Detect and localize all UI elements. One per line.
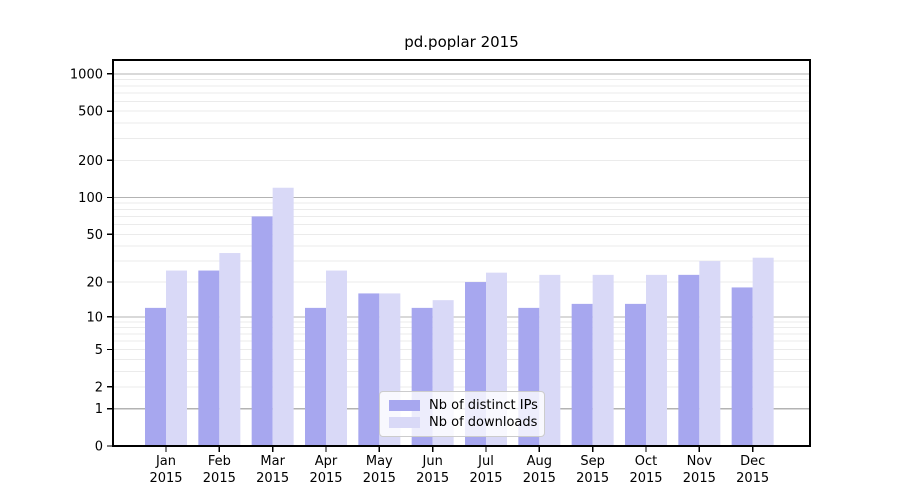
y-tick-label: 50 xyxy=(86,228,103,243)
x-tick-label-month: Apr xyxy=(315,454,338,469)
bar-distinct-ips-dec xyxy=(731,287,753,446)
bar-distinct-ips-jan xyxy=(145,307,166,446)
chart-title: pd.poplar 2015 xyxy=(404,33,519,51)
y-tick-label: 1 xyxy=(95,402,103,417)
y-tick-label: 0 xyxy=(95,440,103,455)
x-tick-label-month: Jun xyxy=(422,454,443,469)
legend-item-downloads: Nb of downloads xyxy=(389,415,538,430)
x-tick-label-year: 2015 xyxy=(683,471,716,486)
legend-swatch-distinct-ips xyxy=(389,400,420,411)
bar-distinct-ips-apr xyxy=(304,307,326,446)
x-tick-label-month: Mar xyxy=(260,454,285,469)
x-tick-label-month: Aug xyxy=(527,454,552,469)
x-tick-label-year: 2015 xyxy=(309,471,342,486)
y-tick-label: 20 xyxy=(86,276,103,291)
x-tick-label-month: Jul xyxy=(477,454,494,469)
legend-item-distinct-ips: Nb of distinct IPs xyxy=(389,398,538,413)
legend: Nb of distinct IPs Nb of downloads xyxy=(379,391,545,437)
bar-distinct-ips-mar xyxy=(251,216,273,446)
x-tick-label-month: Oct xyxy=(635,454,657,469)
x-tick-label-year: 2015 xyxy=(576,471,609,486)
y-tick-label: 500 xyxy=(78,105,103,120)
bar-downloads-dec xyxy=(752,257,774,446)
x-tick-label-year: 2015 xyxy=(629,471,662,486)
x-tick-label-year: 2015 xyxy=(363,471,396,486)
x-tick-label-year: 2015 xyxy=(256,471,289,486)
legend-label-distinct-ips: Nb of distinct IPs xyxy=(429,398,538,413)
bar-downloads-mar xyxy=(272,187,294,446)
y-tick-label: 5 xyxy=(95,343,103,358)
x-tick-label-year: 2015 xyxy=(523,471,556,486)
legend-label-downloads: Nb of downloads xyxy=(429,415,538,430)
bar-distinct-ips-nov xyxy=(678,274,700,446)
y-tick-label: 1000 xyxy=(70,67,103,82)
x-tick-label-month: Jan xyxy=(155,454,176,469)
y-tick-label: 2 xyxy=(95,380,103,395)
x-tick-label-year: 2015 xyxy=(469,471,502,486)
bar-distinct-ips-may xyxy=(358,293,380,446)
x-tick-label-month: May xyxy=(366,454,393,469)
x-tick-label-year: 2015 xyxy=(203,471,236,486)
x-tick-label-year: 2015 xyxy=(149,471,182,486)
x-tick-label-month: Sep xyxy=(580,454,605,469)
bar-downloads-oct xyxy=(645,274,667,446)
y-tick-label: 100 xyxy=(78,191,103,206)
bar-distinct-ips-feb xyxy=(198,270,220,446)
bar-downloads-feb xyxy=(219,253,241,446)
y-tick-label: 200 xyxy=(78,154,103,169)
x-tick-label-year: 2015 xyxy=(736,471,769,486)
x-tick-label-month: Dec xyxy=(740,454,765,469)
x-tick-label-month: Nov xyxy=(687,454,713,469)
x-tick-label-month: Feb xyxy=(208,454,231,469)
bar-downloads-apr xyxy=(325,270,347,446)
y-tick-label: 10 xyxy=(86,310,103,325)
legend-swatch-downloads xyxy=(389,417,420,428)
bar-distinct-ips-oct xyxy=(624,303,646,446)
bar-downloads-nov xyxy=(699,261,721,446)
bar-downloads-sep xyxy=(592,274,614,446)
x-tick-label-year: 2015 xyxy=(416,471,449,486)
bar-downloads-jan xyxy=(166,270,187,446)
bar-distinct-ips-sep xyxy=(571,303,593,446)
plot-border xyxy=(112,59,811,447)
